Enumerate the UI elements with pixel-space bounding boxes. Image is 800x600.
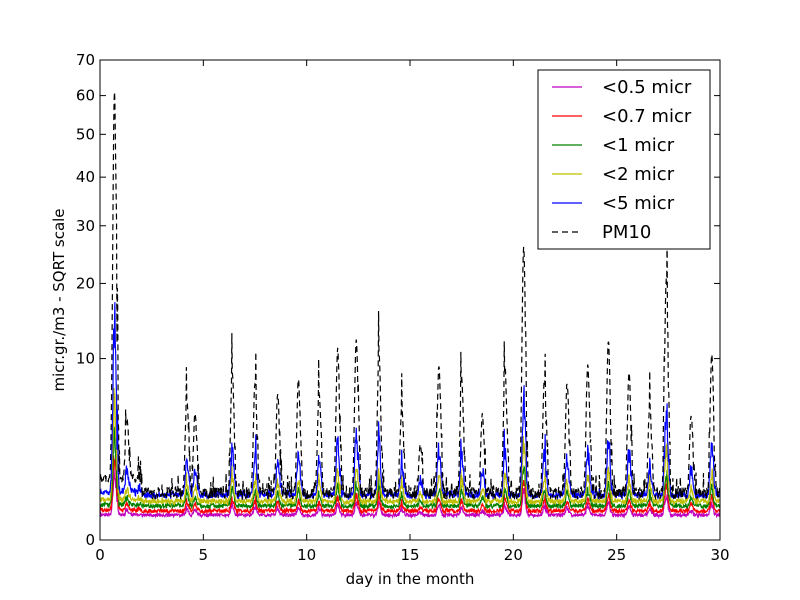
series-line-0	[99, 469, 721, 520]
x-tick-label: 0	[95, 546, 105, 564]
legend-label: PM10	[602, 222, 651, 243]
y-tick-label: 30	[76, 217, 95, 235]
legend-label: <0.5 micr	[602, 77, 692, 98]
legend-label: <0.7 micr	[602, 106, 692, 127]
series-line-1	[99, 455, 721, 516]
series-line-2	[99, 426, 721, 511]
y-tick-label: 20	[76, 274, 95, 292]
legend-box	[537, 69, 711, 250]
legend-label: <1 micr	[602, 135, 675, 156]
legend-label: <2 micr	[602, 164, 675, 185]
y-tick-label: 60	[76, 87, 95, 105]
y-tick-label: 70	[76, 51, 95, 69]
y-tick-label: 50	[76, 125, 95, 143]
series-line-5	[99, 91, 721, 501]
x-tick-label: 25	[607, 546, 626, 564]
ticks-layer: 0 5 10 15 20 25 30 0 10 20 30 40 50 60 70	[76, 51, 730, 564]
x-tick-label: 5	[199, 546, 209, 564]
x-tick-label: 15	[400, 546, 419, 564]
y-tick-label: 0	[85, 531, 95, 549]
y-tick-label: 40	[76, 168, 95, 186]
legend: <0.5 micr <0.7 micr <1 micr <2 micr <5 micr P…	[537, 69, 711, 250]
x-axis-label: day in the month	[346, 570, 475, 588]
series-line-3	[99, 388, 721, 507]
y-tick-label: 10	[76, 350, 95, 368]
x-tick-label: 10	[297, 546, 316, 564]
series-layer	[99, 91, 721, 520]
y-axis-label: micr.gr./m3 - SQRT scale	[50, 208, 68, 391]
x-tick-label: 20	[504, 546, 523, 564]
x-tick-label: 30	[710, 546, 729, 564]
legend-label: <5 micr	[602, 193, 675, 214]
